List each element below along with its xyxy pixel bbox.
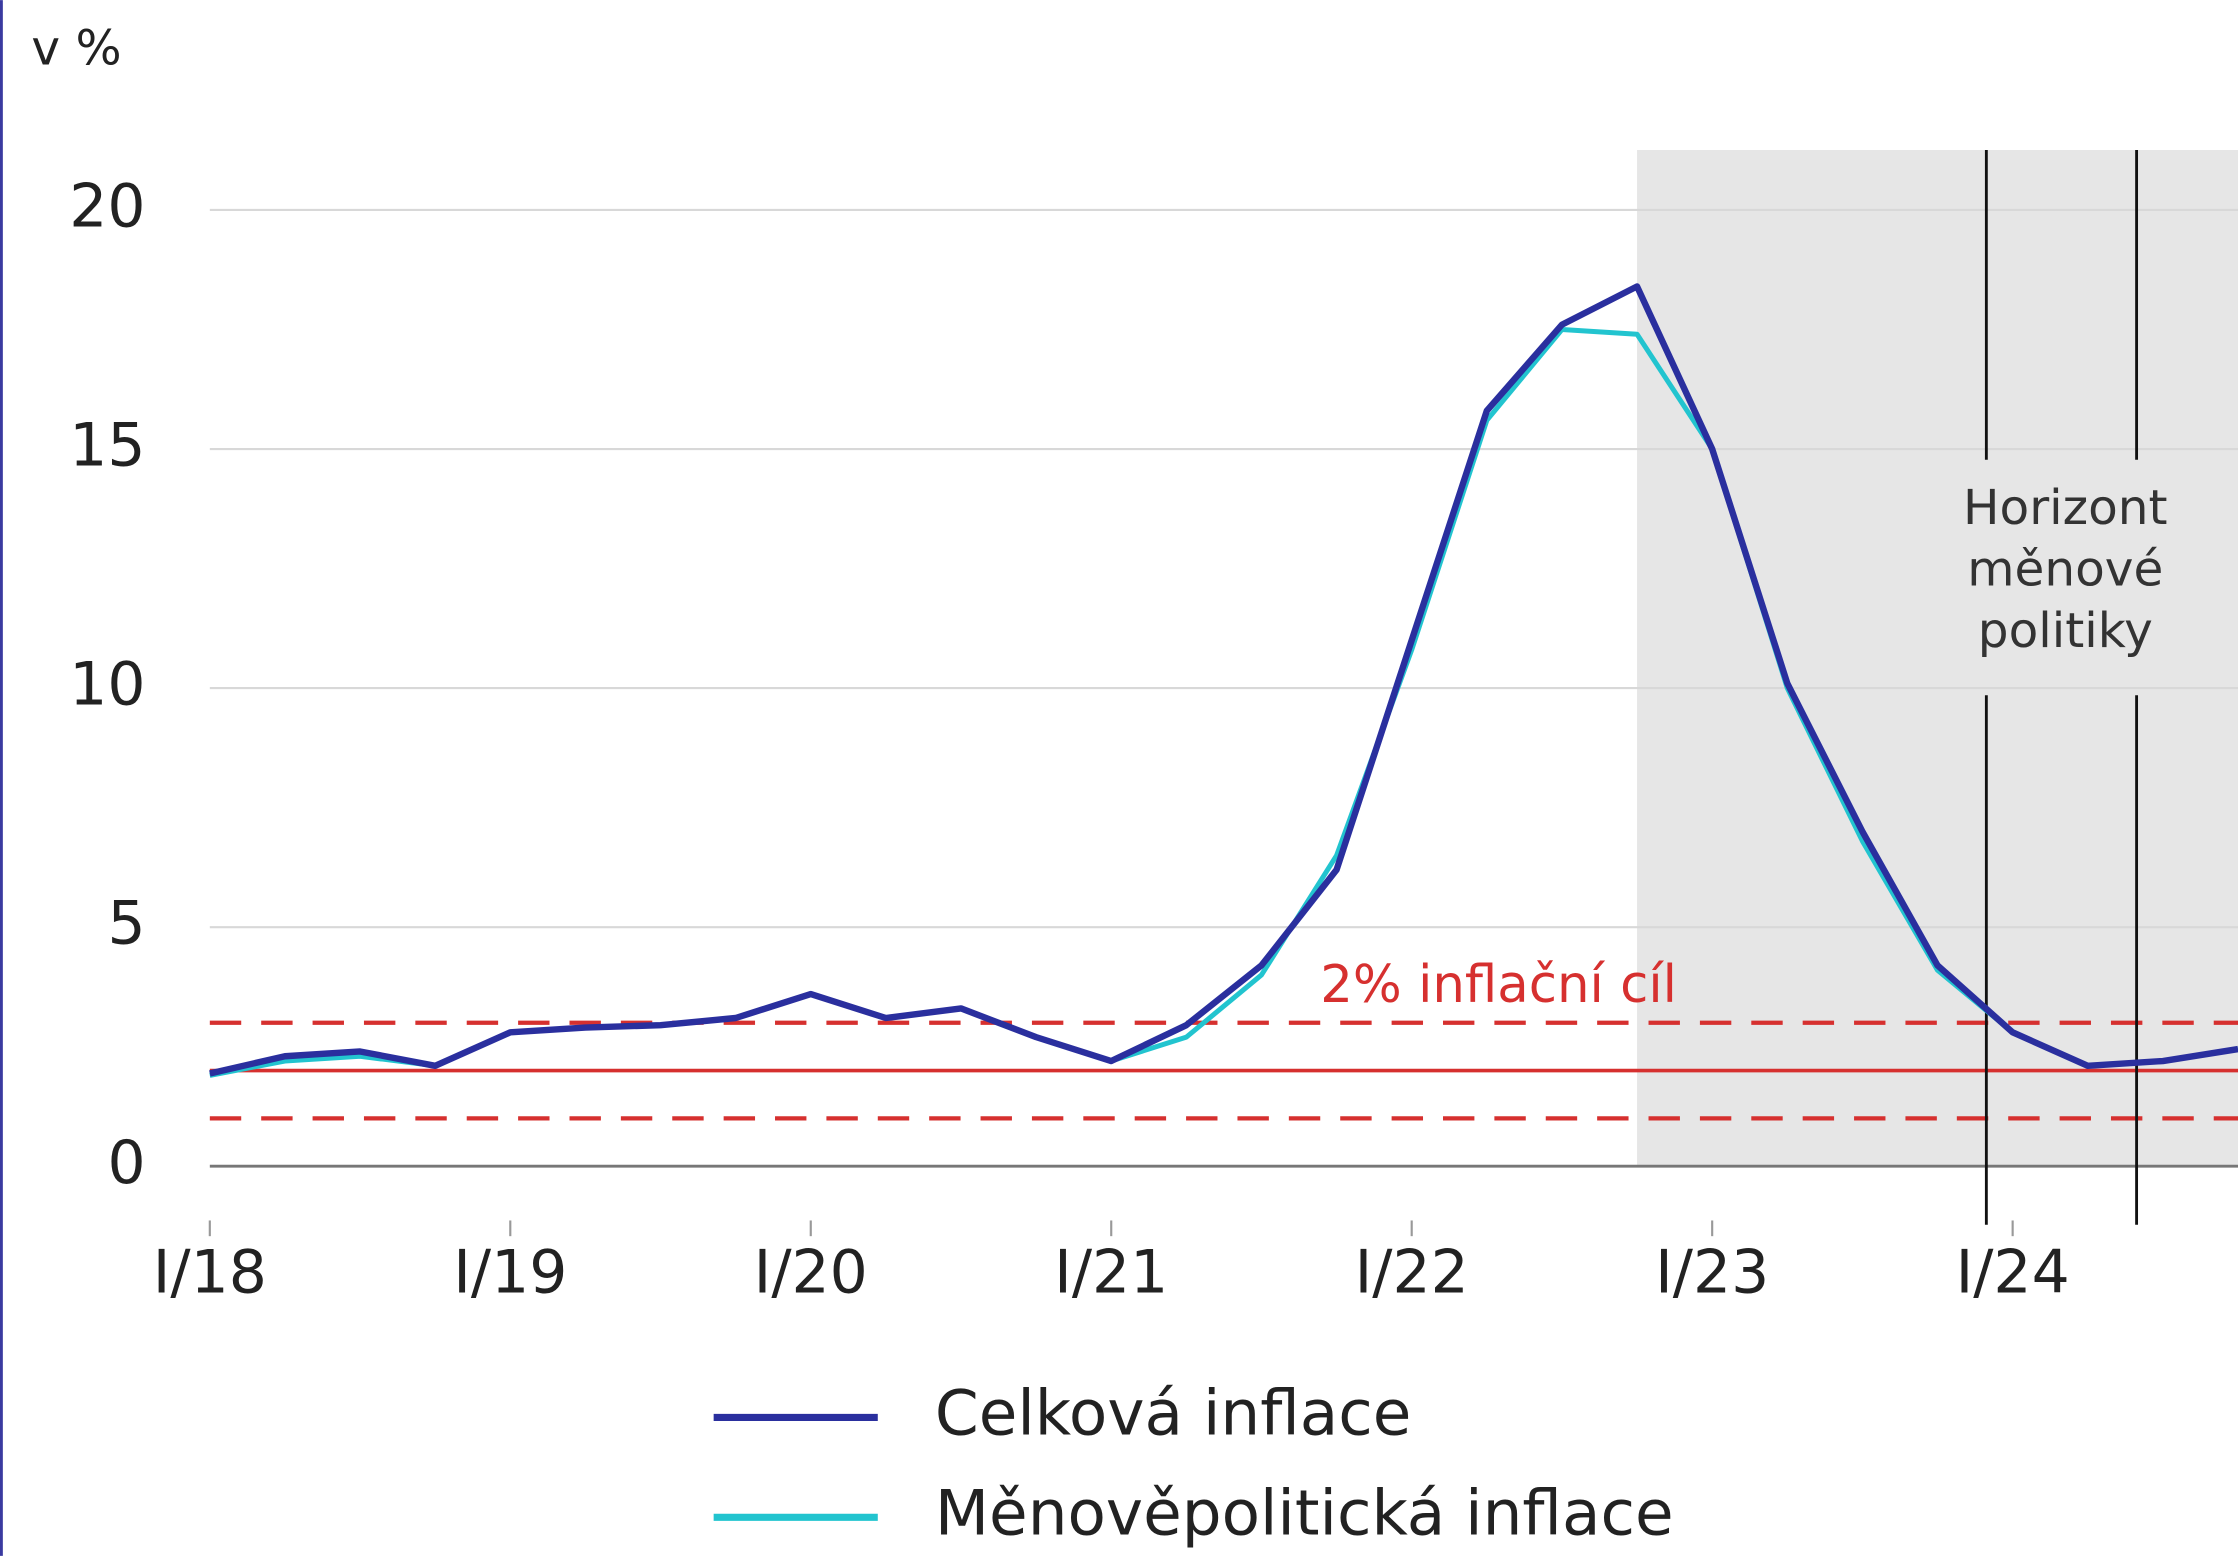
- legend-label: Celková inflace: [935, 1377, 1412, 1450]
- horizon-label: měnové: [1967, 541, 2163, 597]
- y-axis-label: v %: [31, 21, 121, 77]
- y-tick-label: 10: [69, 650, 145, 720]
- legend-label: Měnověpolitická inflace: [935, 1476, 1674, 1549]
- x-tick-label: I/20: [754, 1238, 868, 1308]
- x-tick-label: I/19: [453, 1238, 567, 1308]
- y-tick-label: 0: [107, 1128, 145, 1198]
- x-tick-label: I/23: [1655, 1238, 1769, 1308]
- y-tick-label: 20: [69, 172, 145, 242]
- horizon-label: Horizont: [1963, 480, 2168, 536]
- target-label: 2% inflační cíl: [1320, 955, 1677, 1015]
- x-tick-label: I/18: [153, 1238, 267, 1308]
- x-tick-label: I/24: [1956, 1238, 2070, 1308]
- y-tick-label: 15: [69, 411, 145, 481]
- horizon-label: politiky: [1978, 603, 2153, 659]
- x-tick-label: I/22: [1355, 1238, 1469, 1308]
- x-tick-label: I/21: [1054, 1238, 1168, 1308]
- series-line: [209, 283, 2238, 1077]
- y-tick-label: 5: [107, 889, 145, 959]
